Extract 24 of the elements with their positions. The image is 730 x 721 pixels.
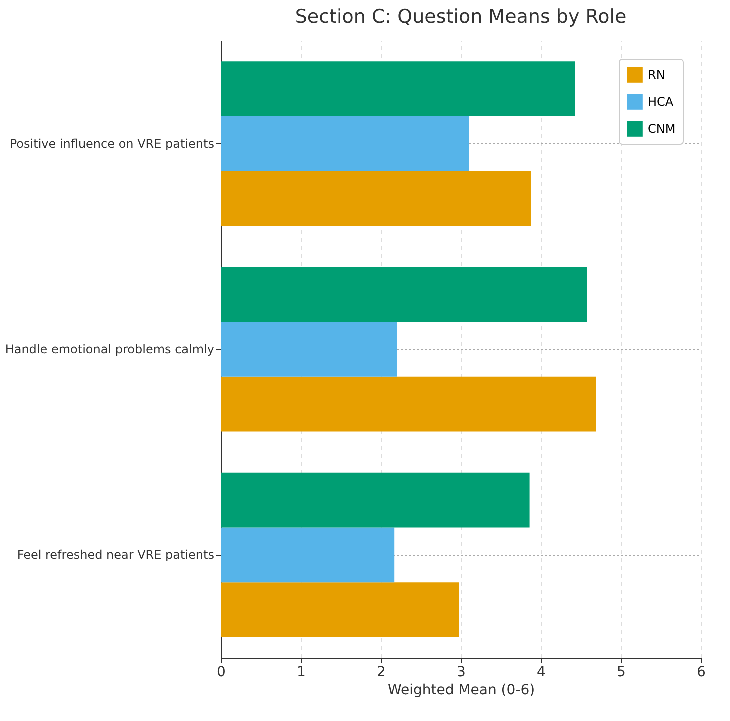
x-tick-label: 6: [697, 664, 706, 680]
chart-title: Section C: Question Means by Role: [295, 6, 627, 28]
bar: [221, 472, 530, 528]
bar: [221, 528, 395, 583]
bar: [221, 171, 532, 226]
bar: [221, 322, 397, 377]
x-tick-label: 4: [537, 664, 546, 680]
y-tick-label: Positive influence on VRE patients: [10, 136, 214, 151]
x-axis-title: Weighted Mean (0-6): [388, 682, 536, 698]
y-tick-label: Handle emotional problems calmly: [5, 342, 214, 356]
legend-label: HCA: [648, 95, 674, 109]
x-tick-label: 3: [457, 664, 466, 680]
legend-label: RN: [648, 68, 666, 82]
bar: [221, 267, 588, 322]
x-tick-label: 0: [217, 664, 226, 680]
bar: [221, 116, 469, 172]
x-tick-label: 5: [617, 664, 626, 680]
y-tick-label: Feel refreshed near VRE patients: [17, 548, 214, 562]
bar: [221, 582, 460, 638]
bar: [221, 376, 596, 432]
x-tick-label: 1: [297, 664, 306, 680]
legend-label: CNM: [648, 122, 676, 136]
bar: [221, 62, 576, 116]
x-tick-label: 2: [377, 664, 386, 680]
